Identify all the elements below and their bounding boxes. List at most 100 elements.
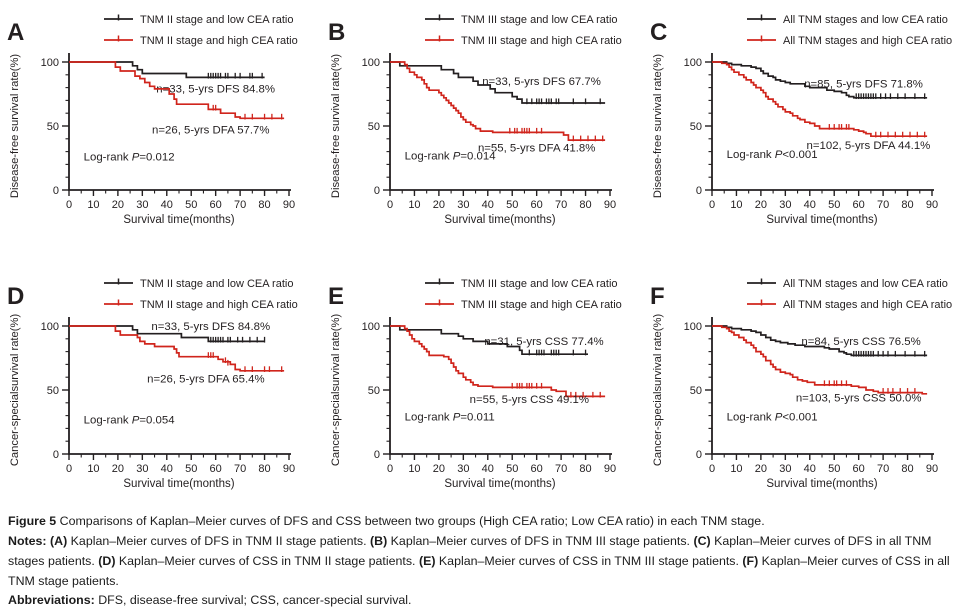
caption-notes-label: Notes: xyxy=(8,533,47,548)
y-axis-title: Disease-free survival rate(%) xyxy=(330,54,342,199)
annotation-high-cea: n=103, 5-yrs CSS 50.0% xyxy=(795,393,921,405)
x-tick-label: 10 xyxy=(409,463,421,475)
x-tick-label: 50 xyxy=(828,199,840,211)
x-tick-label: 0 xyxy=(709,463,715,475)
x-tick-label: 40 xyxy=(161,463,173,475)
note-panel-text: Kaplan–Meier curves of CSS in all TNM st… xyxy=(8,553,950,588)
x-tick-label: 60 xyxy=(852,199,864,211)
x-tick-label: 70 xyxy=(234,199,246,211)
y-tick-label: 0 xyxy=(374,185,380,197)
note-panel-letter: (B) xyxy=(366,533,388,548)
caption-notes-text: (A) Kaplan–Meier curves of DFS in TNM II… xyxy=(8,534,950,588)
x-tick-label: 50 xyxy=(506,199,518,211)
x-tick-label: 90 xyxy=(604,463,616,475)
x-tick-label: 90 xyxy=(926,199,938,211)
y-tick-label: 0 xyxy=(53,449,59,461)
panel-letter: A xyxy=(7,19,24,46)
x-tick-label: 20 xyxy=(433,199,445,211)
logrank-annotation: Log-rank P<0.001 xyxy=(726,412,817,424)
x-tick-label: 20 xyxy=(754,199,766,211)
km-curve-high-cea xyxy=(69,61,285,120)
legend-label: TNM III stage and high CEA ratio xyxy=(461,299,622,311)
y-tick-label: 0 xyxy=(53,185,59,197)
legend-label: All TNM stages and high CEA ratio xyxy=(783,299,952,311)
annotation-high-cea: n=55, 5-yrs DFA 41.8% xyxy=(478,143,595,155)
x-tick-label: 50 xyxy=(185,199,197,211)
note-panel-text: Kaplan–Meier curves of DFS in all TNM st… xyxy=(8,533,932,568)
y-axis-title: Cancer-specialsurvival rate(%) xyxy=(330,314,342,467)
km-panel-b: B TNM III stage and low CEA ratio TNM III … xyxy=(328,14,622,226)
annotation-low-cea: n=85, 5-yrs DFS 71.8% xyxy=(804,79,923,91)
x-tick-label: 70 xyxy=(877,199,889,211)
y-tick-label: 50 xyxy=(47,385,59,397)
x-tick-label: 30 xyxy=(458,199,470,211)
x-tick-label: 80 xyxy=(580,199,592,211)
y-tick-label: 100 xyxy=(41,57,59,69)
x-axis-title: Survival time(months) xyxy=(445,214,556,226)
km-curve-low-cea xyxy=(390,61,606,104)
caption-title: Figure 5 Comparisons of Kaplan–Meier cur… xyxy=(8,512,957,532)
logrank-annotation: Log-rank P=0.012 xyxy=(84,152,175,164)
x-tick-label: 20 xyxy=(112,463,124,475)
caption-figure-label: Figure 5 xyxy=(8,514,57,528)
legend-label: TNM II stage and low CEA ratio xyxy=(140,14,293,26)
annotation-high-cea: n=26, 5-yrs DFA 65.4% xyxy=(147,373,264,385)
y-tick-label: 50 xyxy=(368,385,380,397)
y-tick-label: 100 xyxy=(41,321,59,333)
x-tick-label: 30 xyxy=(136,463,148,475)
x-tick-label: 40 xyxy=(482,463,494,475)
annotation-low-cea: n=33, 5-yrs DFS 67.7% xyxy=(483,76,602,88)
y-tick-label: 50 xyxy=(368,121,380,133)
x-axis-title: Survival time(months) xyxy=(123,214,234,226)
km-curve-low-cea xyxy=(69,61,265,79)
y-tick-label: 100 xyxy=(683,321,701,333)
km-panel-e: E TNM III stage and low CEA ratio TNM III … xyxy=(328,278,622,490)
axes xyxy=(389,53,613,191)
x-tick-label: 50 xyxy=(828,463,840,475)
legend-label: TNM III stage and high CEA ratio xyxy=(461,35,622,47)
y-tick-label: 100 xyxy=(362,57,380,69)
km-curve-low-cea xyxy=(711,61,927,99)
x-tick-label: 0 xyxy=(709,199,715,211)
x-tick-label: 50 xyxy=(185,463,197,475)
km-curve-low-cea xyxy=(711,325,927,357)
km-curve-low-cea xyxy=(69,325,265,343)
x-tick-label: 70 xyxy=(555,199,567,211)
annotation-low-cea: n=31, 5-yrs CSS 77.4% xyxy=(485,336,604,348)
annotation-high-cea: n=26, 5-yrs DFA 57.7% xyxy=(152,125,269,137)
panel-letter: E xyxy=(328,283,344,310)
axes xyxy=(710,53,934,191)
x-tick-label: 60 xyxy=(852,463,864,475)
legend-label: TNM III stage and low CEA ratio xyxy=(461,278,618,290)
panel-letter: F xyxy=(650,283,665,310)
x-tick-label: 80 xyxy=(901,199,913,211)
note-panel-letter: (F) xyxy=(738,553,759,568)
x-tick-label: 40 xyxy=(803,199,815,211)
x-tick-label: 30 xyxy=(458,463,470,475)
x-tick-label: 90 xyxy=(604,199,616,211)
y-axis-title: Disease-free survival rate(%) xyxy=(652,54,664,199)
annotation-low-cea: n=84, 5-yrs CSS 76.5% xyxy=(801,336,920,348)
km-panels-grid: A TNM II stage and low CEA ratio TNM II st… xyxy=(7,14,952,490)
logrank-annotation: Log-rank P=0.014 xyxy=(405,150,496,162)
x-tick-label: 10 xyxy=(87,199,99,211)
x-tick-label: 70 xyxy=(234,463,246,475)
note-panel-text: Kaplan–Meier curves of DFS in TNM III st… xyxy=(387,533,691,548)
x-tick-label: 10 xyxy=(409,199,421,211)
x-tick-label: 60 xyxy=(210,463,222,475)
x-tick-label: 20 xyxy=(112,199,124,211)
x-tick-label: 0 xyxy=(387,463,393,475)
note-panel-text: Kaplan–Meier curves of CSS in TNM III st… xyxy=(435,553,739,568)
y-tick-label: 50 xyxy=(689,385,701,397)
km-panel-d: D TNM II stage and low CEA ratio TNM II st… xyxy=(7,278,298,490)
x-tick-label: 30 xyxy=(779,199,791,211)
x-tick-label: 80 xyxy=(901,463,913,475)
x-tick-label: 90 xyxy=(283,463,295,475)
y-tick-label: 50 xyxy=(47,121,59,133)
caption-abbr-text: DFS, disease-free survival; CSS, cancer-… xyxy=(94,593,412,608)
logrank-annotation: Log-rank P<0.001 xyxy=(726,149,817,161)
x-tick-label: 30 xyxy=(779,463,791,475)
x-tick-label: 50 xyxy=(506,463,518,475)
km-curve-high-cea xyxy=(711,325,927,395)
